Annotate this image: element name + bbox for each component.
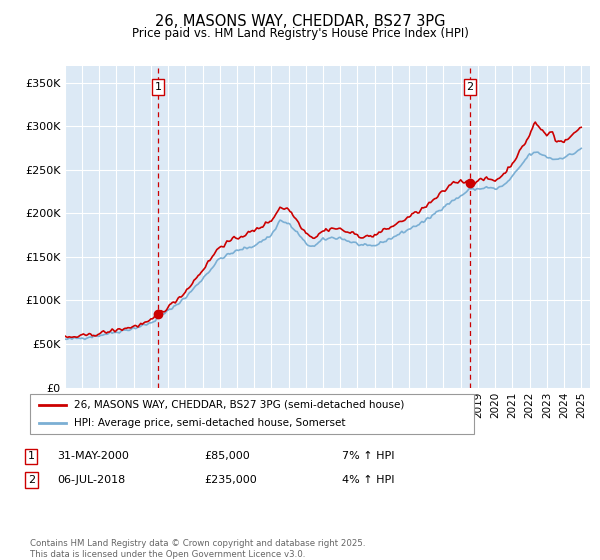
Text: 31-MAY-2000: 31-MAY-2000 xyxy=(57,451,129,461)
Text: 2: 2 xyxy=(28,475,35,485)
Text: 1: 1 xyxy=(154,82,161,92)
Text: 26, MASONS WAY, CHEDDAR, BS27 3PG: 26, MASONS WAY, CHEDDAR, BS27 3PG xyxy=(155,14,445,29)
Text: 7% ↑ HPI: 7% ↑ HPI xyxy=(342,451,395,461)
Text: £85,000: £85,000 xyxy=(204,451,250,461)
Text: 26, MASONS WAY, CHEDDAR, BS27 3PG (semi-detached house): 26, MASONS WAY, CHEDDAR, BS27 3PG (semi-… xyxy=(74,400,405,410)
Text: 06-JUL-2018: 06-JUL-2018 xyxy=(57,475,125,485)
Text: Contains HM Land Registry data © Crown copyright and database right 2025.
This d: Contains HM Land Registry data © Crown c… xyxy=(30,539,365,559)
Text: 1: 1 xyxy=(28,451,35,461)
Text: HPI: Average price, semi-detached house, Somerset: HPI: Average price, semi-detached house,… xyxy=(74,418,346,428)
Text: £235,000: £235,000 xyxy=(204,475,257,485)
Text: Price paid vs. HM Land Registry's House Price Index (HPI): Price paid vs. HM Land Registry's House … xyxy=(131,27,469,40)
Text: 4% ↑ HPI: 4% ↑ HPI xyxy=(342,475,395,485)
Text: 2: 2 xyxy=(466,82,473,92)
